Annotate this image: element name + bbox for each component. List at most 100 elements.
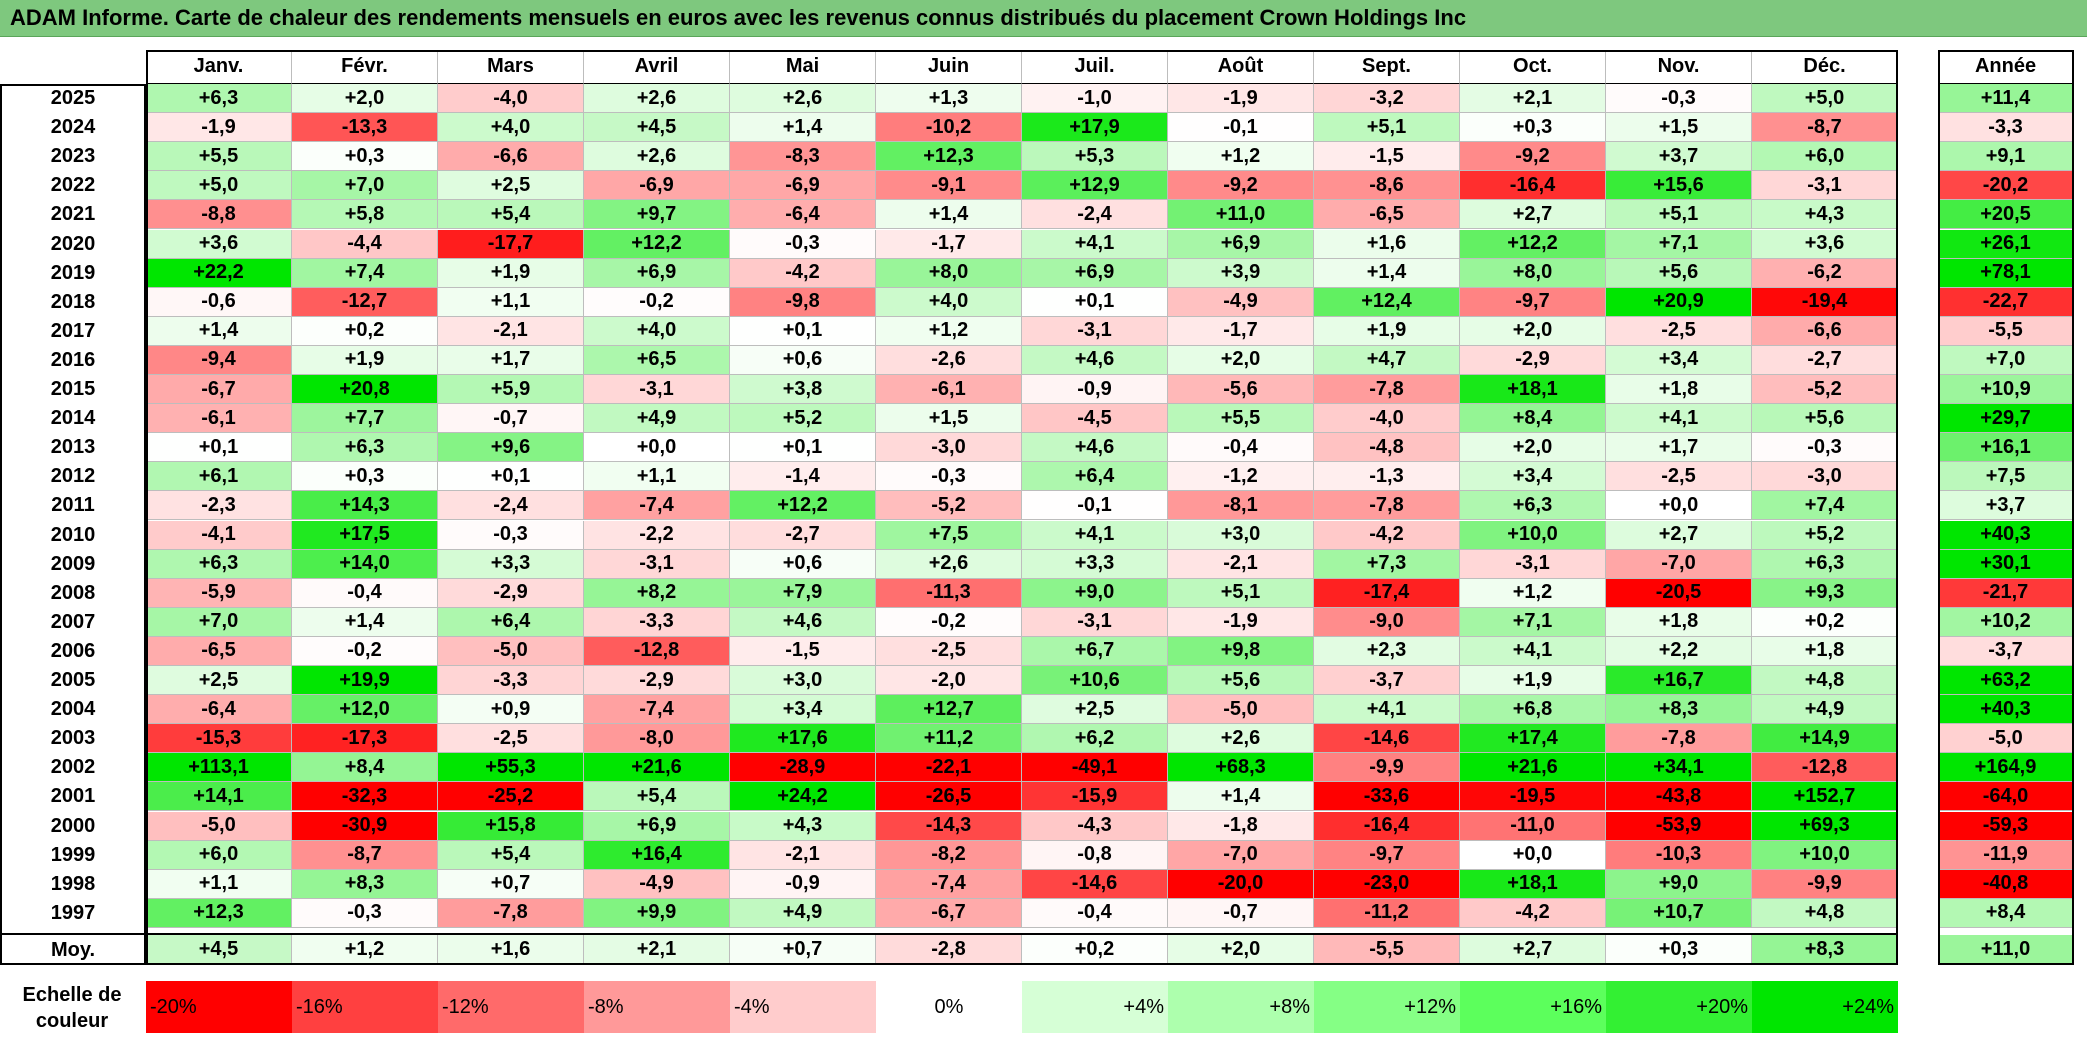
- heatmap-cell: -6,7: [876, 898, 1022, 928]
- annual-cell: -64,0: [1938, 782, 2074, 812]
- heatmap-cell: -10,3: [1606, 840, 1752, 870]
- heatmap-cell: -1,7: [1168, 316, 1314, 346]
- heatmap-cell: +4,7: [1314, 345, 1460, 375]
- heatmap-cell: -6,1: [876, 375, 1022, 405]
- heatmap-cell: +1,4: [1168, 782, 1314, 812]
- heatmap-cell: -6,5: [1314, 200, 1460, 230]
- average-annual-cell: +11,0: [1938, 935, 2074, 965]
- heatmap-cell: +5,1: [1606, 200, 1752, 230]
- heatmap-cell: -7,8: [1314, 375, 1460, 405]
- heatmap-cell: +24,2: [730, 782, 876, 812]
- heatmap-cell: +2,0: [1460, 316, 1606, 346]
- heatmap-cell: -43,8: [1606, 782, 1752, 812]
- heatmap-cell: -6,7: [146, 375, 292, 405]
- heatmap-cell: -2,5: [876, 636, 1022, 666]
- heatmap-cell: -1,9: [146, 113, 292, 143]
- heatmap-cell: +1,9: [1460, 666, 1606, 696]
- month-header: Mai: [730, 50, 876, 84]
- heatmap-cell: -3,1: [1022, 607, 1168, 637]
- heatmap-cell: +12,9: [1022, 171, 1168, 201]
- heatmap-cell: +7,0: [292, 171, 438, 201]
- heatmap-cell: -0,3: [292, 898, 438, 928]
- annual-cell: +164,9: [1938, 753, 2074, 783]
- heatmap-cell: +4,6: [1022, 433, 1168, 463]
- year-label: 2009: [50, 552, 96, 575]
- year-label: 2024: [50, 116, 96, 139]
- heatmap-cell: +14,3: [292, 491, 438, 521]
- heatmap-cell: -4,9: [584, 869, 730, 899]
- heatmap-cell: -15,3: [146, 724, 292, 754]
- heatmap-cell: +1,4: [730, 113, 876, 143]
- year-label: 2012: [50, 465, 96, 488]
- heatmap-cell: +6,7: [1022, 636, 1168, 666]
- heatmap-cell: -0,1: [1022, 491, 1168, 521]
- heatmap-cell: +18,1: [1460, 375, 1606, 405]
- average-label: Moy.: [50, 938, 96, 961]
- heatmap-cell: +2,1: [1460, 84, 1606, 114]
- heatmap-cell: +5,6: [1752, 404, 1898, 434]
- color-scale-swatch: -12%: [438, 981, 584, 1033]
- heatmap-cell: +3,0: [1168, 520, 1314, 550]
- heatmap-cell: +0,1: [1022, 287, 1168, 317]
- heatmap-cell: +5,4: [438, 840, 584, 870]
- heatmap-cell: +4,6: [1022, 345, 1168, 375]
- heatmap-cell: -1,0: [1022, 84, 1168, 114]
- heatmap-cell: -2,1: [1168, 549, 1314, 579]
- heatmap-cell: +12,3: [876, 142, 1022, 172]
- heatmap-cell: -9,0: [1314, 607, 1460, 637]
- heatmap-cell: +10,6: [1022, 666, 1168, 696]
- heatmap-cell: +12,2: [1460, 229, 1606, 259]
- year-label: 2007: [50, 610, 96, 633]
- heatmap-cell: +11,2: [876, 724, 1022, 754]
- annual-cell: -3,7: [1938, 636, 2074, 666]
- heatmap-cell: -9,2: [1460, 142, 1606, 172]
- heatmap-cell: -11,0: [1460, 811, 1606, 841]
- heatmap-cell: +3,8: [730, 375, 876, 405]
- annual-cell: -11,9: [1938, 840, 2074, 870]
- heatmap-cell: +12,7: [876, 695, 1022, 725]
- heatmap-cell: -6,9: [584, 171, 730, 201]
- heatmap-cell: -10,2: [876, 113, 1022, 143]
- heatmap-cell: -7,8: [1606, 724, 1752, 754]
- average-cell: +4,5: [146, 935, 292, 965]
- heatmap-cell: +5,5: [146, 142, 292, 172]
- heatmap-cell: -0,4: [1168, 433, 1314, 463]
- heatmap-cell: +0,1: [730, 433, 876, 463]
- heatmap-cell: -0,3: [1606, 84, 1752, 114]
- heatmap-cell: +2,2: [1606, 636, 1752, 666]
- heatmap-cell: +0,3: [1460, 113, 1606, 143]
- year-label: 2017: [50, 319, 96, 342]
- heatmap-cell: +0,0: [1460, 840, 1606, 870]
- heatmap-cell: +0,3: [292, 142, 438, 172]
- color-scale-swatch: -4%: [730, 981, 876, 1033]
- heatmap-cell: +68,3: [1168, 753, 1314, 783]
- heatmap-cell: +2,3: [1314, 636, 1460, 666]
- heatmap-cell: +14,9: [1752, 724, 1898, 754]
- heatmap-cell: +18,1: [1460, 869, 1606, 899]
- heatmap-cell: +0,6: [730, 345, 876, 375]
- annual-cell: +10,9: [1938, 375, 2074, 405]
- heatmap-cell: +21,6: [1460, 753, 1606, 783]
- heatmap-cell: -23,0: [1314, 869, 1460, 899]
- heatmap-cell: +15,8: [438, 811, 584, 841]
- heatmap-cell: -9,8: [730, 287, 876, 317]
- year-label: 2011: [51, 494, 95, 517]
- heatmap-cell: -8,0: [584, 724, 730, 754]
- heatmap-cell: +1,2: [876, 316, 1022, 346]
- heatmap-cell: +3,3: [438, 549, 584, 579]
- heatmap-cell: +19,9: [292, 666, 438, 696]
- heatmap-cell: +6,8: [1460, 695, 1606, 725]
- heatmap-cell: +1,2: [1460, 578, 1606, 608]
- heatmap-cell: +17,4: [1460, 724, 1606, 754]
- heatmap-cell: -7,0: [1168, 840, 1314, 870]
- heatmap-cell: -2,4: [1022, 200, 1168, 230]
- heatmap-cell: +9,8: [1168, 636, 1314, 666]
- annual-cell: +78,1: [1938, 258, 2074, 288]
- heatmap-cell: +5,2: [1752, 520, 1898, 550]
- heatmap-cell: -1,9: [1168, 607, 1314, 637]
- heatmap-cell: +11,0: [1168, 200, 1314, 230]
- heatmap-cell: -3,1: [1022, 316, 1168, 346]
- heatmap-cell: -6,4: [146, 695, 292, 725]
- heatmap-cell: -2,4: [438, 491, 584, 521]
- heatmap-cell: +7,0: [146, 607, 292, 637]
